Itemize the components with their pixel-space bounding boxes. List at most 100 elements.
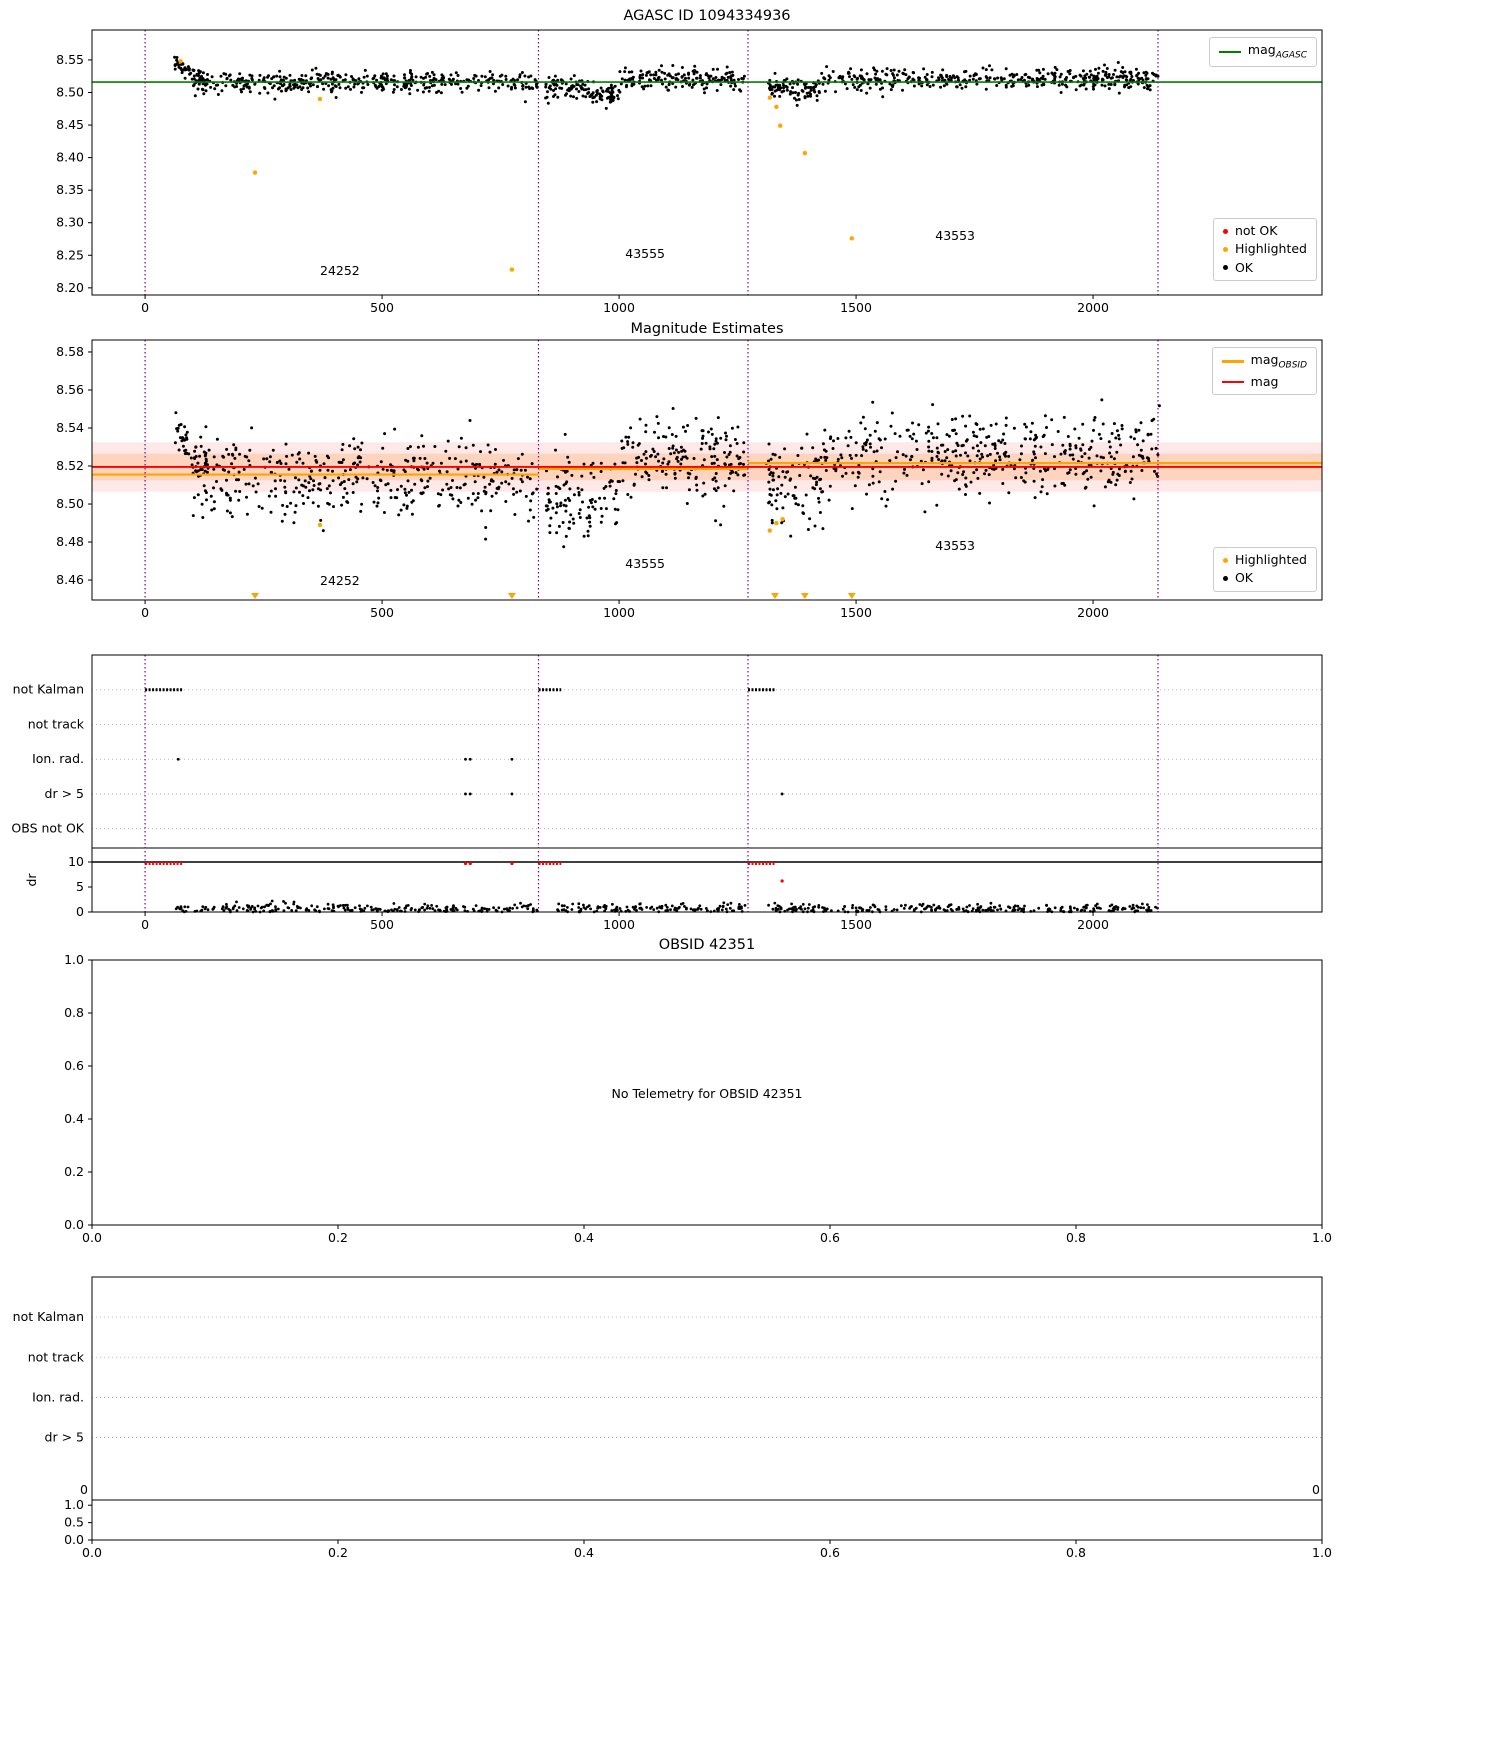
svg-text:0: 0	[141, 300, 149, 315]
svg-text:8.56: 8.56	[56, 382, 84, 397]
svg-text:8.25: 8.25	[56, 247, 84, 262]
svg-text:0.6: 0.6	[64, 1058, 84, 1073]
svg-text:0.0: 0.0	[82, 1230, 102, 1245]
legend-item-highlighted-2: Highlighted	[1222, 552, 1307, 567]
svg-text:2000: 2000	[1077, 917, 1109, 932]
svg-text:8.46: 8.46	[56, 572, 84, 587]
svg-text:0.8: 0.8	[64, 1005, 84, 1020]
svg-text:dr > 5: dr > 5	[45, 786, 84, 801]
mag-obsid-line-swatch	[1221, 360, 1244, 364]
svg-text:0.0: 0.0	[64, 1532, 84, 1547]
svg-text:1500: 1500	[840, 605, 872, 620]
legend-label-highlighted-2: Highlighted	[1234, 552, 1307, 567]
svg-text:1000: 1000	[603, 917, 635, 932]
legend-label-ok-2: OK	[1234, 570, 1253, 586]
svg-text:500: 500	[370, 605, 394, 620]
svg-text:8.50: 8.50	[56, 85, 84, 100]
svg-text:1.0: 1.0	[64, 1497, 84, 1512]
svg-text:0: 0	[76, 904, 84, 919]
legend-item-ok: OK	[1222, 259, 1307, 275]
svg-text:Ion. rad.: Ion. rad.	[32, 1389, 84, 1404]
svg-text:2000: 2000	[1077, 605, 1109, 620]
svg-text:0: 0	[1312, 1482, 1320, 1497]
svg-text:0.8: 0.8	[1066, 1545, 1086, 1560]
legend-label-not-ok: not OK	[1234, 223, 1278, 238]
svg-text:not Kalman: not Kalman	[13, 1309, 84, 1324]
svg-text:0: 0	[141, 605, 149, 620]
svg-text:8.52: 8.52	[56, 458, 84, 473]
svg-text:43553: 43553	[935, 538, 975, 553]
highlighted-dot-swatch	[1222, 247, 1228, 253]
svg-text:0.2: 0.2	[328, 1230, 348, 1245]
svg-text:0.2: 0.2	[328, 1545, 348, 1560]
legend-item-mag-obsid: magOBSID	[1221, 352, 1307, 371]
svg-text:1.0: 1.0	[64, 952, 84, 967]
svg-text:500: 500	[370, 917, 394, 932]
svg-text:1.0: 1.0	[1312, 1230, 1332, 1245]
svg-text:24252: 24252	[320, 573, 360, 588]
svg-text:1000: 1000	[603, 605, 635, 620]
svg-text:0.5: 0.5	[64, 1515, 84, 1530]
svg-text:0.4: 0.4	[574, 1545, 594, 1560]
svg-text:8.58: 8.58	[56, 344, 84, 359]
mag-agasc-line-swatch	[1218, 50, 1241, 53]
not-ok-dot-swatch	[1222, 228, 1228, 234]
svg-text:10: 10	[68, 854, 84, 869]
svg-text:0.0: 0.0	[64, 1217, 84, 1232]
svg-text:1.0: 1.0	[1312, 1545, 1332, 1560]
svg-text:dr > 5: dr > 5	[45, 1430, 84, 1445]
svg-text:0.0: 0.0	[82, 1545, 102, 1560]
svg-text:0.6: 0.6	[820, 1230, 840, 1245]
legend-label-mag-agasc: magAGASC	[1247, 42, 1307, 61]
svg-text:8.55: 8.55	[56, 52, 84, 67]
svg-text:not Kalman: not Kalman	[13, 682, 84, 697]
chart2-line-legend: magOBSID mag	[1211, 347, 1317, 396]
legend-item-highlighted: Highlighted	[1222, 241, 1307, 257]
svg-text:0.4: 0.4	[64, 1111, 84, 1126]
no-telemetry-text: No Telemetry for OBSID 42351	[611, 1086, 803, 1101]
chart1-marker-legend: not OK Highlighted OK	[1212, 218, 1317, 282]
svg-text:1000: 1000	[603, 300, 635, 315]
highlighted-dot-swatch-2	[1222, 557, 1228, 563]
svg-text:2000: 2000	[1077, 300, 1109, 315]
chart1-line-legend: magAGASC	[1208, 37, 1317, 67]
legend-label-mag: mag	[1250, 373, 1279, 389]
svg-text:OBS not OK: OBS not OK	[11, 821, 84, 836]
svg-text:43555: 43555	[625, 556, 665, 571]
legend-label-highlighted: Highlighted	[1234, 241, 1307, 257]
legend-label-ok: OK	[1234, 259, 1253, 275]
svg-text:Ion. rad.: Ion. rad.	[32, 751, 84, 766]
legend-item-mag: mag	[1221, 373, 1307, 389]
svg-text:43555: 43555	[625, 246, 665, 261]
svg-text:1500: 1500	[840, 917, 872, 932]
svg-text:0.6: 0.6	[820, 1545, 840, 1560]
svg-text:0.2: 0.2	[64, 1164, 84, 1179]
svg-text:0.8: 0.8	[1066, 1230, 1086, 1245]
chart4-title: OBSID 42351	[658, 937, 756, 953]
svg-text:8.48: 8.48	[56, 534, 84, 549]
svg-text:0.4: 0.4	[574, 1230, 594, 1245]
svg-text:dr: dr	[24, 873, 39, 887]
legend-item-not-ok: not OK	[1222, 223, 1307, 238]
legend-item-ok-2: OK	[1222, 570, 1307, 586]
mag-line-swatch	[1221, 381, 1244, 384]
svg-text:not track: not track	[28, 716, 85, 731]
svg-text:0: 0	[80, 1482, 88, 1497]
svg-text:8.45: 8.45	[56, 117, 84, 132]
svg-text:1500: 1500	[840, 300, 872, 315]
svg-text:not track: not track	[28, 1349, 85, 1364]
chart2-marker-legend: Highlighted OK	[1212, 547, 1317, 592]
svg-text:8.30: 8.30	[56, 215, 84, 230]
svg-text:0: 0	[141, 917, 149, 932]
legend-label-mag-obsid: magOBSID	[1250, 352, 1307, 371]
svg-text:8.20: 8.20	[56, 280, 84, 295]
svg-text:8.50: 8.50	[56, 496, 84, 511]
svg-text:24252: 24252	[320, 263, 360, 278]
svg-text:8.54: 8.54	[56, 420, 84, 435]
legend-item-mag-agasc: magAGASC	[1218, 42, 1307, 61]
svg-text:500: 500	[370, 300, 394, 315]
chart2-title: Magnitude Estimates	[630, 321, 784, 337]
svg-text:8.40: 8.40	[56, 150, 84, 165]
